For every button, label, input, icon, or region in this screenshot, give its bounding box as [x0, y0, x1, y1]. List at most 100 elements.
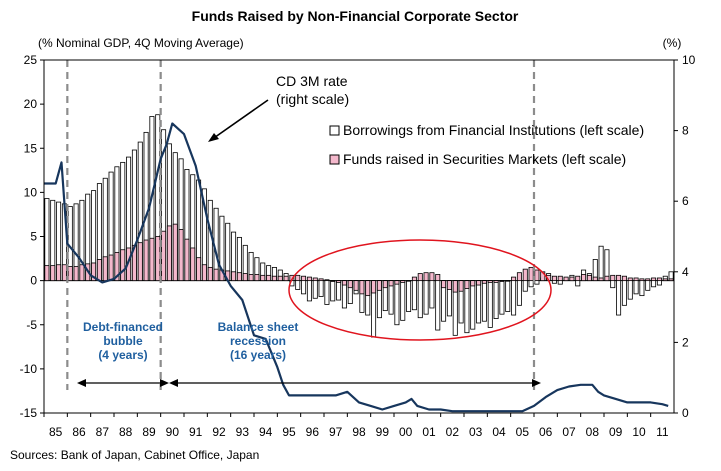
borrowings-bar [639, 280, 645, 297]
borrowings-bar [429, 280, 435, 309]
x-tick-label: 87 [96, 425, 110, 439]
securities-bar [592, 276, 598, 282]
borrowings-bar [499, 280, 505, 315]
bubble-arrow-left-head [77, 379, 86, 387]
x-tick-label: 96 [306, 425, 320, 439]
securities-bar [406, 280, 412, 282]
securities-bar [616, 274, 622, 282]
borrowings-bar [505, 280, 511, 312]
securities-bar [376, 280, 382, 291]
right-tick-label: 8 [682, 124, 689, 138]
x-tick-label: 92 [212, 425, 226, 439]
x-tick-label: 00 [399, 425, 413, 439]
chart-title: Funds Raised by Non-Financial Corporate … [192, 8, 519, 24]
securities-bar [499, 280, 505, 282]
securities-bar [178, 229, 184, 282]
borrowings-bar [470, 280, 476, 330]
securities-bar [575, 275, 581, 282]
securities-bar [114, 251, 120, 282]
x-tick-label: 05 [516, 425, 530, 439]
right-axis: 10 8 6 4 2 0 [674, 53, 696, 420]
borrowings-bar [598, 245, 604, 282]
securities-bar [301, 275, 307, 282]
securities-bar [102, 256, 108, 282]
borrowings-bar [557, 280, 563, 285]
recession-label-2: recession [230, 334, 286, 348]
securities-bar [400, 280, 406, 283]
bubble-label-3: (4 years) [98, 348, 147, 362]
bubble-label-1: Debt-financed [83, 320, 163, 334]
legend-swatch-borrowings [329, 125, 340, 136]
borrowings-bar [493, 280, 499, 319]
securities-bar [481, 280, 487, 284]
x-axis: 85 86 87 88 89 90 91 92 93 94 95 96 97 98 99 00 01 02 03 04… [43, 413, 669, 439]
securities-bar [394, 280, 400, 285]
securities-bar [236, 272, 242, 282]
x-tick-label: 85 [49, 425, 63, 439]
securities-bar [91, 262, 97, 282]
securities-bar [656, 277, 662, 282]
securities-bar [312, 277, 318, 282]
securities-bar [645, 278, 651, 282]
securities-bar [522, 268, 528, 282]
securities-bar [534, 269, 540, 282]
securities-bar [324, 279, 330, 282]
borrowings-bar [318, 280, 324, 297]
x-tick-label: 98 [352, 425, 366, 439]
x-tick-label: 99 [376, 425, 390, 439]
securities-bar [563, 276, 569, 282]
x-tick-label: 04 [492, 425, 506, 439]
cd-rate-series [44, 122, 669, 413]
securities-bar [365, 280, 371, 297]
right-tick-label: 2 [682, 335, 689, 349]
right-tick-label: 0 [682, 406, 689, 420]
securities-bar [359, 280, 365, 295]
borrowings-bar [616, 280, 622, 316]
left-tick-label: 5 [30, 230, 37, 244]
securities-bar [155, 236, 161, 282]
securities-bar [382, 280, 388, 289]
left-axis: 25 20 15 10 5 0 -5 -10 -15 [20, 53, 44, 420]
borrowings-bar [301, 280, 307, 295]
legend-label-securities: Funds raised in Securities Markets (left… [343, 151, 626, 167]
legend-swatch-securities [329, 154, 340, 165]
securities-bar [96, 259, 102, 282]
securities-bar [371, 280, 377, 294]
securities-bar [336, 280, 342, 283]
x-tick-label: 86 [72, 425, 86, 439]
x-tick-label: 91 [189, 425, 203, 439]
securities-bar [633, 277, 639, 282]
securities-bar [586, 274, 592, 282]
source-note: Sources: Bank of Japan, Cabinet Office, … [10, 448, 259, 462]
bubble-label-2: bubble [103, 334, 143, 348]
securities-bar [429, 272, 435, 282]
securities-bar [551, 275, 557, 282]
securities-bar [295, 274, 301, 282]
x-tick-label: 06 [539, 425, 553, 439]
securities-bar [73, 266, 79, 282]
x-tick-label: 97 [329, 425, 343, 439]
recession-arrow-left-head [169, 379, 178, 387]
bubble-arrow-right-head [160, 379, 169, 387]
right-tick-label: 10 [682, 53, 696, 67]
securities-bar [487, 280, 493, 283]
securities-bar [306, 276, 312, 282]
securities-bar [493, 280, 499, 283]
securities-bar [604, 275, 610, 282]
borrowings-bar [633, 280, 639, 295]
left-tick-label: -10 [20, 362, 38, 376]
securities-bar [458, 280, 464, 292]
securities-bar [79, 264, 85, 282]
borrowings-bar [435, 280, 441, 331]
period-markers [66, 60, 536, 390]
x-tick-label: 10 [632, 425, 646, 439]
borrowings-bar [481, 280, 487, 322]
securities-bar [149, 237, 155, 282]
securities-bar [254, 274, 260, 282]
cd-rate-line [44, 122, 669, 413]
borrowings-bar [330, 280, 336, 302]
securities-bar [411, 276, 417, 282]
securities-bar [417, 273, 423, 282]
left-tick-label: 10 [24, 185, 38, 199]
